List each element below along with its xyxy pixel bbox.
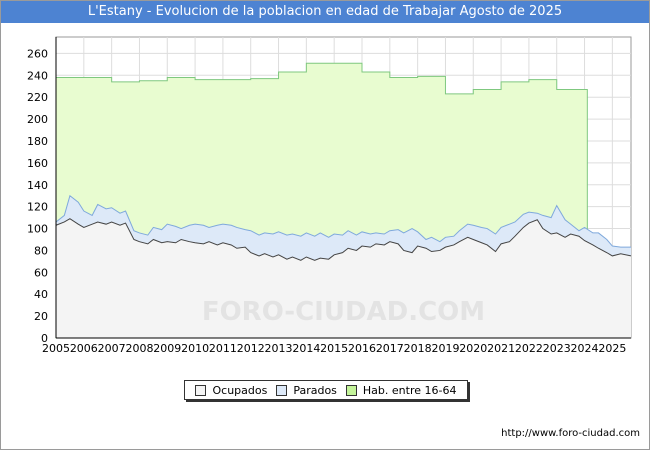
- y-tick-label: 140: [27, 179, 48, 192]
- source-link[interactable]: http://www.foro-ciudad.com: [501, 428, 640, 439]
- legend-swatch-hab: [345, 384, 357, 396]
- y-tick-label: 0: [41, 332, 48, 345]
- legend: Ocupados Parados Hab. entre 16-64: [184, 380, 468, 400]
- y-tick-label: 80: [34, 244, 48, 257]
- x-tick-label: 2021: [487, 342, 515, 355]
- x-tick-label: 2011: [209, 342, 237, 355]
- y-tick-label: 200: [27, 113, 48, 126]
- y-tick-label: 20: [34, 310, 48, 323]
- x-tick-label: 2007: [98, 342, 126, 355]
- x-tick-label: 2024: [571, 342, 599, 355]
- legend-item-ocupados: Ocupados: [195, 384, 267, 397]
- x-tick-label: 2017: [376, 342, 404, 355]
- legend-swatch-parados: [276, 384, 288, 396]
- y-tick-label: 120: [27, 201, 48, 214]
- legend-label-ocupados: Ocupados: [212, 383, 268, 397]
- x-tick-label: 2015: [320, 342, 348, 355]
- y-tick-label: 60: [34, 266, 48, 279]
- x-tick-label: 2010: [181, 342, 209, 355]
- series-parados-line: [55, 194, 631, 248]
- y-tick-label: 40: [34, 288, 48, 301]
- y-tick-label: 220: [27, 91, 48, 104]
- x-tick-label: 2008: [125, 342, 153, 355]
- legend-label-hab: Hab. entre 16-64: [362, 383, 457, 397]
- x-tick-label: 2023: [543, 342, 571, 355]
- y-tick-label: 100: [27, 223, 48, 236]
- x-tick-label: 2014: [292, 342, 320, 355]
- x-tick-label: 2018: [404, 342, 432, 355]
- x-tick-label: 2020: [459, 342, 487, 355]
- x-tick-label: 2019: [431, 342, 459, 355]
- y-tick-label: 180: [27, 135, 48, 148]
- y-tick-label: 160: [27, 157, 48, 170]
- legend-swatch-ocupados: [195, 384, 207, 396]
- x-tick-label: 2025: [598, 342, 626, 355]
- chart-title: L'Estany - Evolucion de la poblacion en …: [1, 1, 649, 23]
- x-tick-label: 2009: [153, 342, 181, 355]
- legend-item-parados: Parados: [276, 384, 337, 397]
- x-tick-label: 2006: [70, 342, 98, 355]
- x-tick-label: 2013: [265, 342, 293, 355]
- x-tick-label: 2016: [348, 342, 376, 355]
- series-ocupados-area: [56, 218, 631, 338]
- y-tick-label: 260: [27, 47, 48, 60]
- x-tick-label: 2022: [515, 342, 543, 355]
- series-ocupados-line: [55, 218, 632, 261]
- x-tick-label: 2005: [42, 342, 70, 355]
- legend-item-hab: Hab. entre 16-64: [345, 383, 457, 397]
- y-tick-label: 240: [27, 69, 48, 82]
- legend-label-parados: Parados: [293, 383, 337, 397]
- watermark: FORO-CIUDAD.COM: [202, 297, 485, 327]
- x-tick-label: 2012: [237, 342, 265, 355]
